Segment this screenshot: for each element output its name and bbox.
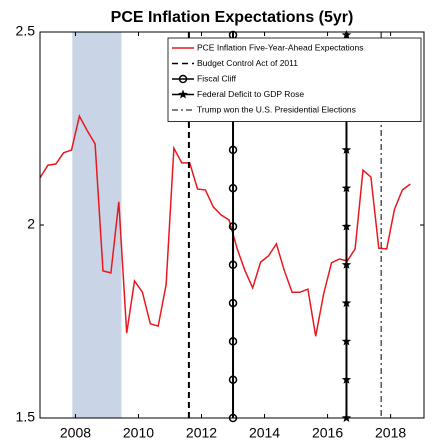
event-marker (228, 298, 238, 308)
legend-label: Federal Deficit to GDP Rose (197, 89, 304, 99)
event-marker (341, 183, 352, 193)
event-marker (228, 183, 238, 193)
event-marker (228, 337, 238, 346)
x-tick-label: 2010 (123, 425, 154, 441)
event-marker (228, 222, 238, 231)
legend-marker (178, 89, 188, 99)
chart-title: PCE Inflation Expectations (5yr) (111, 9, 354, 26)
event-marker (341, 374, 352, 384)
event-marker (341, 144, 352, 154)
legend-label: Fiscal Cliff (197, 73, 237, 83)
x-tick-label: 2016 (312, 425, 343, 441)
event-marker (341, 298, 352, 308)
x-tick-label: 2014 (249, 425, 280, 441)
legend-label: Budget Control Act of 2011 (197, 58, 298, 68)
event-marker (228, 375, 238, 384)
legend-label: PCE Inflation Five-Year-Ahead Expectatio… (197, 42, 363, 52)
y-tick-label: 2 (27, 216, 35, 232)
y-tick-label: 2.5 (16, 23, 36, 39)
event-marker (341, 336, 352, 346)
y-tick-label: 1.5 (16, 409, 36, 425)
event-marker (341, 30, 352, 39)
shaded-region (72, 32, 122, 418)
plot-frame (39, 31, 425, 419)
x-tick-label: 2008 (60, 425, 91, 441)
x-tick-label: 2018 (375, 425, 406, 441)
event-marker (228, 260, 238, 270)
event-marker (341, 221, 352, 231)
legend-marker (178, 74, 188, 84)
series-line (39, 113, 411, 337)
event-marker (228, 145, 238, 155)
x-tick-label: 2012 (186, 425, 217, 441)
legend-box (167, 37, 422, 122)
legend-label: Trump won the U.S. Presidential Election… (197, 104, 356, 114)
event-marker (341, 259, 352, 269)
